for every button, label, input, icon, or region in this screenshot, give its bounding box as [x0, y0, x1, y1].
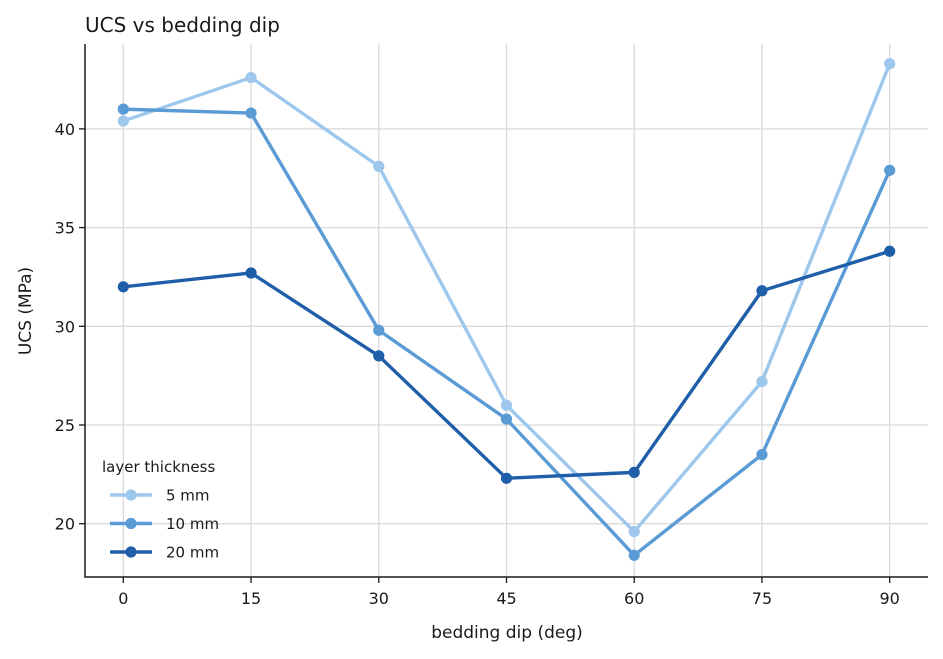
axis-spines: [84, 44, 928, 578]
series-20-mm: [117, 245, 896, 484]
series-5-mm: [117, 58, 896, 538]
data-point: [884, 58, 896, 70]
data-point: [373, 350, 385, 362]
x-tick-label: 0: [118, 589, 128, 608]
legend-label: 10 mm: [166, 515, 219, 533]
data-point: [117, 115, 129, 127]
legend-marker: [125, 489, 137, 501]
data-point: [245, 267, 257, 279]
x-tick-label: 90: [880, 589, 900, 608]
data-point: [500, 399, 513, 411]
x-axis-label: bedding dip (deg): [431, 623, 583, 643]
x-tick-label: 30: [369, 589, 389, 608]
y-axis-label: UCS (MPa): [16, 267, 36, 355]
data-point: [117, 103, 129, 115]
data-point: [756, 449, 768, 461]
data-point: [245, 71, 257, 84]
legend: layer thickness 5 mm 10 mm 20 mm: [102, 458, 219, 562]
y-tick-label: 40: [55, 120, 75, 139]
data-point: [628, 525, 640, 538]
data-point: [884, 245, 896, 257]
series-10-mm: [117, 103, 896, 561]
data-point: [884, 164, 896, 176]
x-tick-label: 45: [496, 589, 516, 608]
data-point: [756, 285, 768, 297]
legend-label: 20 mm: [166, 544, 219, 562]
data-point: [500, 472, 513, 484]
chart-title: UCS vs bedding dip: [85, 13, 280, 37]
y-tick-label: 30: [55, 317, 75, 336]
y-tick-label: 35: [55, 219, 75, 238]
legend-title: layer thickness: [102, 458, 215, 476]
ticks: 0 15 30 45 60 75 90 20 25 30 35 40: [55, 120, 900, 608]
data-point: [373, 160, 385, 172]
legend-entry: 20 mm: [110, 544, 219, 562]
x-tick-label: 75: [752, 589, 772, 608]
x-tick-label: 60: [624, 589, 644, 608]
grid: [85, 44, 928, 577]
legend-entry: 5 mm: [110, 487, 210, 505]
y-tick-label: 20: [55, 515, 75, 534]
data-point: [756, 375, 768, 388]
legend-marker: [125, 517, 137, 530]
data-point: [117, 281, 129, 293]
legend-marker: [125, 546, 137, 558]
data-point: [628, 549, 640, 561]
data-point: [245, 107, 257, 119]
legend-entry: 10 mm: [110, 515, 219, 533]
data-point: [500, 413, 513, 425]
series-layer: [117, 58, 896, 561]
data-point: [373, 324, 385, 336]
data-point: [628, 466, 640, 478]
axes: [84, 44, 928, 578]
x-tick-label: 15: [241, 589, 261, 608]
y-tick-label: 25: [55, 416, 75, 435]
legend-label: 5 mm: [166, 487, 210, 505]
